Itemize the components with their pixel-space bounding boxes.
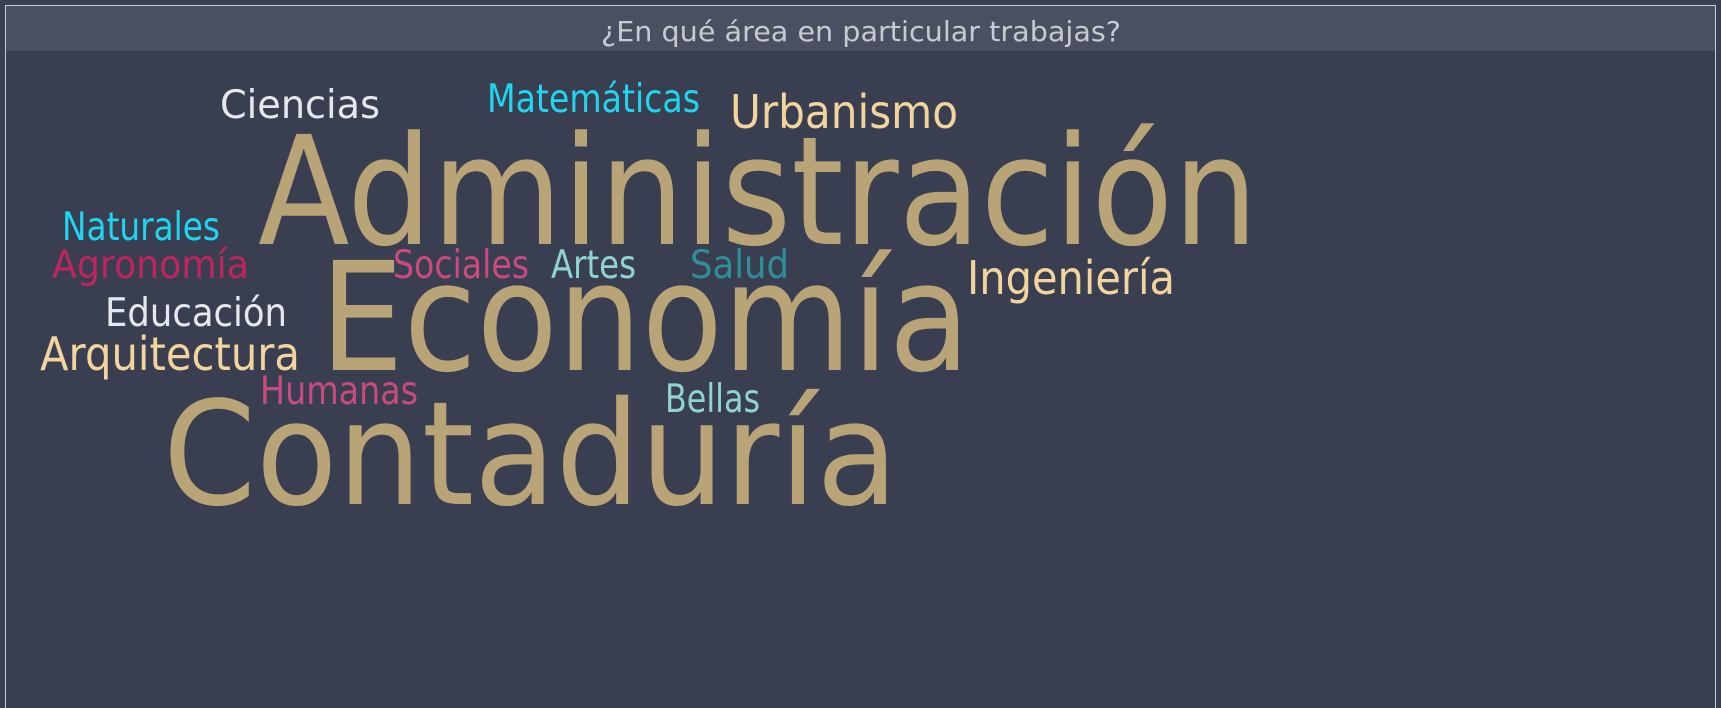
word: Agronomía bbox=[52, 243, 249, 288]
word: Ciencias bbox=[220, 83, 380, 128]
word: Artes bbox=[551, 243, 636, 288]
word: Administración bbox=[258, 104, 1258, 280]
word: Contaduría bbox=[163, 370, 898, 538]
word: Ingeniería bbox=[967, 251, 1175, 305]
word: Matemáticas bbox=[487, 77, 700, 122]
frame bbox=[5, 5, 1716, 708]
word: Sociales bbox=[393, 243, 529, 288]
title-bar bbox=[6, 6, 1715, 51]
word: Salud bbox=[690, 243, 789, 288]
word: Educación bbox=[105, 291, 287, 336]
word: Humanas bbox=[260, 369, 418, 414]
word: Naturales bbox=[62, 205, 220, 250]
word: Arquitectura bbox=[40, 327, 300, 381]
word: Economía bbox=[320, 230, 970, 406]
word: Bellas bbox=[665, 377, 760, 422]
word: Urbanismo bbox=[730, 85, 958, 139]
chart-title: ¿En qué área en particular trabajas? bbox=[601, 15, 1121, 48]
